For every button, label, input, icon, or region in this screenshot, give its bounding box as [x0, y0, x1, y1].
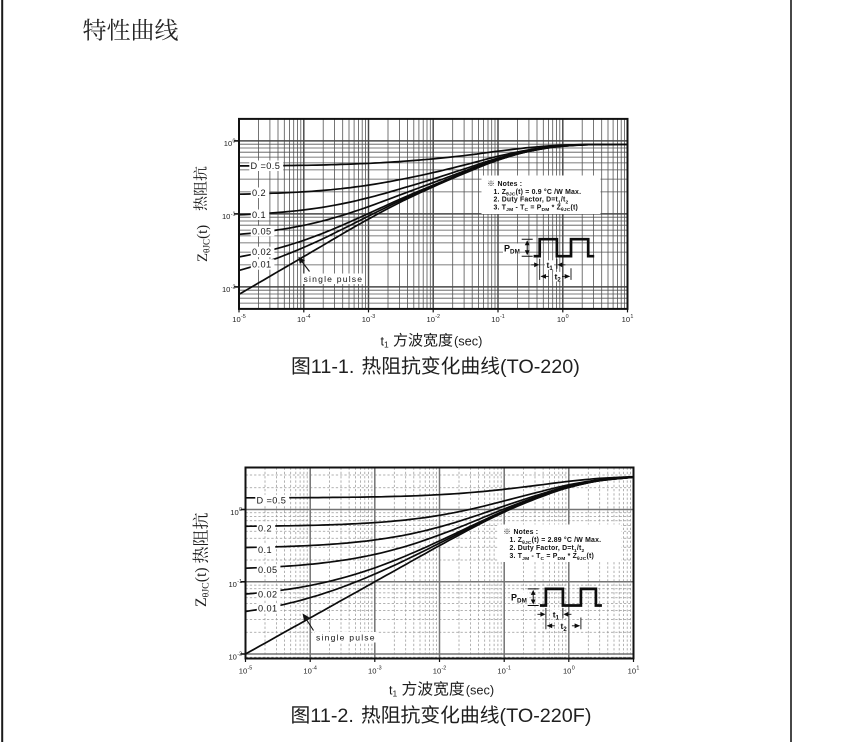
- svg-text:0.02: 0.02: [252, 247, 271, 257]
- svg-text:1. ZθJC(t) = 0.9 °C /W Max.: 1. ZθJC(t) = 0.9 °C /W Max.: [494, 188, 582, 198]
- svg-text:Notes :: Notes :: [498, 181, 523, 188]
- svg-text:100: 100: [557, 314, 569, 324]
- svg-text:0.05: 0.05: [252, 226, 271, 236]
- svg-text:0.2: 0.2: [258, 523, 272, 533]
- svg-text:t2: t2: [555, 271, 562, 283]
- svg-text:10-3: 10-3: [362, 314, 376, 324]
- svg-text:(sec): (sec): [466, 683, 494, 698]
- svg-text:10-4: 10-4: [303, 666, 317, 676]
- svg-text:10-2: 10-2: [228, 651, 242, 661]
- svg-text:101: 101: [628, 666, 640, 676]
- svg-text:100: 100: [230, 507, 242, 517]
- svg-text:single pulse: single pulse: [304, 274, 364, 284]
- svg-text:10-5: 10-5: [232, 314, 246, 324]
- svg-text:(sec): (sec): [454, 334, 482, 349]
- svg-text:10-1: 10-1: [491, 314, 505, 324]
- svg-text:3. TJM - TC = PDM * ZθJC(t): 3. TJM - TC = PDM * ZθJC(t): [494, 204, 579, 213]
- svg-text:10-1: 10-1: [497, 666, 511, 676]
- svg-text:t2: t2: [561, 621, 568, 633]
- svg-text:10-2: 10-2: [426, 314, 440, 324]
- svg-text:0.05: 0.05: [258, 565, 277, 575]
- svg-text:100: 100: [563, 666, 575, 676]
- svg-text:1. ZθJC(t) = 2.89 °C /W Max.: 1. ZθJC(t) = 2.89 °C /W Max.: [510, 536, 602, 546]
- svg-text:(TO-220): (TO-220): [500, 356, 580, 378]
- svg-text:10-2: 10-2: [222, 284, 236, 294]
- svg-text:t1: t1: [547, 260, 554, 272]
- svg-text:0.2: 0.2: [252, 188, 266, 198]
- svg-text:10-3: 10-3: [368, 666, 382, 676]
- svg-text:D =0.5: D =0.5: [257, 495, 287, 505]
- svg-text:D =0.5: D =0.5: [251, 161, 281, 171]
- svg-text:(TO-220F): (TO-220F): [500, 705, 592, 727]
- svg-text:101: 101: [622, 314, 634, 324]
- svg-text:3. TJM - TC = PDM * ZθJC(t): 3. TJM - TC = PDM * ZθJC(t): [510, 553, 595, 562]
- svg-text:Notes :: Notes :: [514, 529, 539, 536]
- svg-text:10-1: 10-1: [222, 211, 236, 221]
- svg-text:0.02: 0.02: [258, 590, 277, 600]
- svg-text:t1: t1: [381, 335, 389, 350]
- svg-text:10-2: 10-2: [433, 666, 447, 676]
- svg-text:2. Duty Factor, D=t1/t2: 2. Duty Factor, D=t1/t2: [510, 545, 585, 554]
- svg-text:t1: t1: [389, 684, 397, 699]
- svg-text:10-1: 10-1: [228, 579, 242, 589]
- svg-text:0.01: 0.01: [258, 604, 277, 614]
- svg-text:t1: t1: [553, 609, 560, 621]
- svg-text:10-5: 10-5: [239, 666, 253, 676]
- svg-text:0.1: 0.1: [258, 545, 272, 555]
- svg-text:0.1: 0.1: [252, 210, 266, 220]
- svg-text:11-2.: 11-2.: [310, 705, 354, 727]
- svg-text:0.01: 0.01: [252, 260, 271, 270]
- svg-text:2. Duty Factor, D=t1/t2: 2. Duty Factor, D=t1/t2: [494, 197, 569, 206]
- svg-text:10-4: 10-4: [297, 314, 311, 324]
- svg-text:100: 100: [224, 138, 236, 148]
- svg-text:single pulse: single pulse: [316, 633, 376, 643]
- svg-text:11-1.: 11-1.: [311, 356, 355, 378]
